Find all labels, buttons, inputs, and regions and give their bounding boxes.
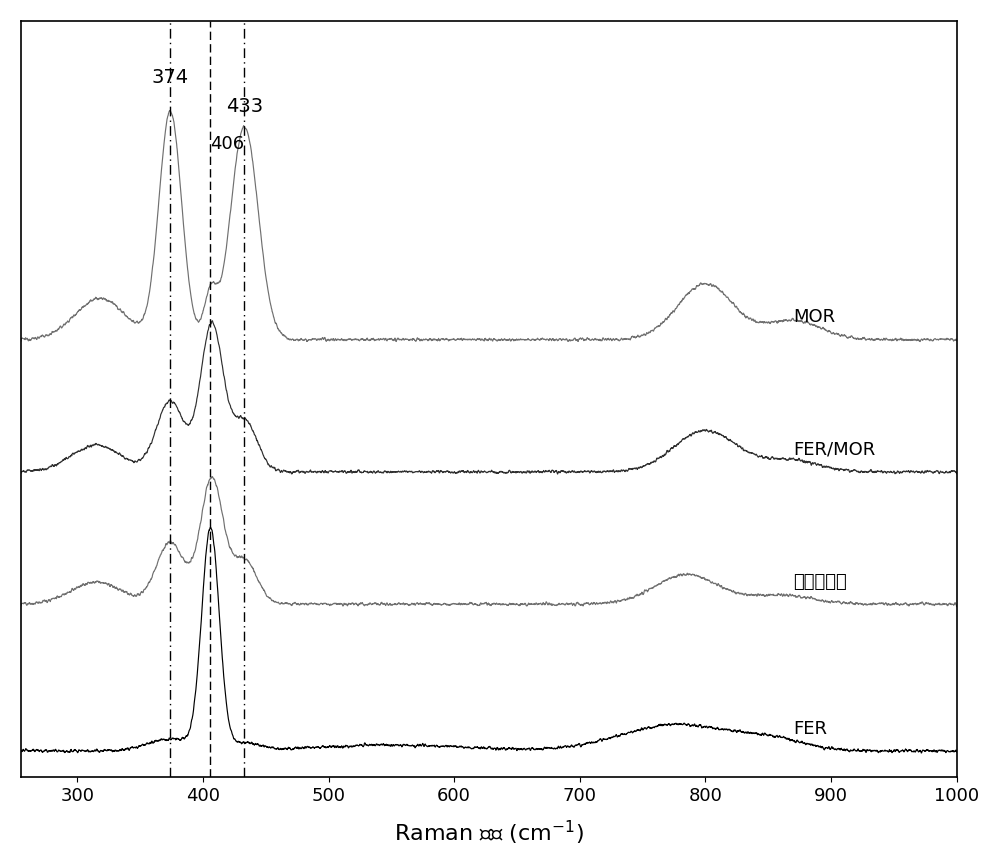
Text: 机械混合物: 机械混合物 — [793, 573, 847, 591]
Text: FER/MOR: FER/MOR — [793, 441, 876, 458]
Text: 406: 406 — [210, 135, 245, 153]
Text: FER: FER — [793, 720, 827, 738]
Text: 433: 433 — [226, 97, 263, 116]
X-axis label: Raman 位移 (cm$^{-1}$): Raman 位移 (cm$^{-1}$) — [394, 819, 584, 847]
Text: MOR: MOR — [793, 308, 835, 326]
Text: 374: 374 — [152, 68, 189, 87]
